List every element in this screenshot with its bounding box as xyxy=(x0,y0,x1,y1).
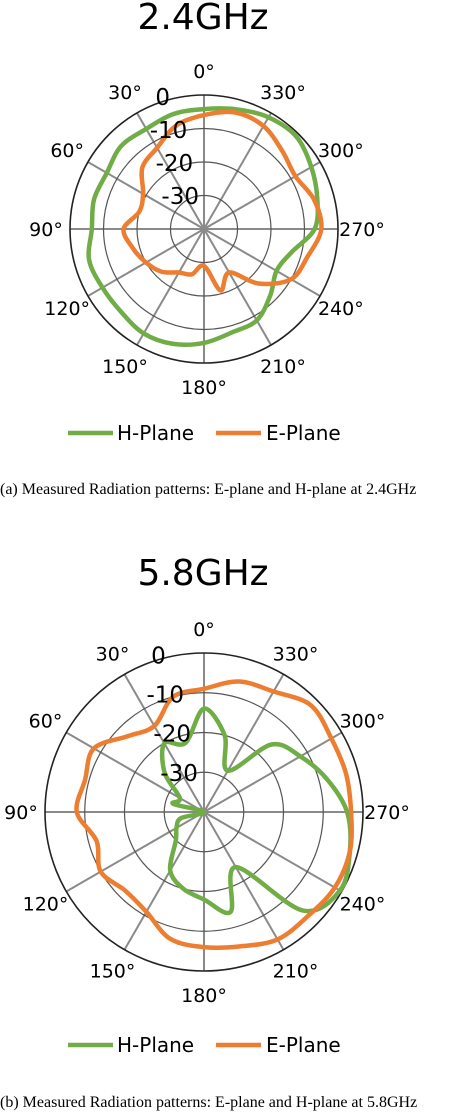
caption: (b) Measured Radiation patterns: E-plane… xyxy=(0,1094,417,1111)
outer-ring xyxy=(69,94,339,364)
radial-tick-label: 0 xyxy=(155,85,170,111)
polar-traces xyxy=(74,679,354,951)
angle-tick-label: 60° xyxy=(29,711,63,733)
radial-tick-label: 0 xyxy=(151,643,166,669)
angle-tick-label: 180° xyxy=(181,985,227,1007)
series-e-plane xyxy=(74,679,354,951)
angle-tick-label: 90° xyxy=(4,802,38,824)
radial-tick-label: -30 xyxy=(161,184,199,210)
angle-tick-label: 330° xyxy=(273,644,319,666)
polar-labels: 0° 30° 60° 90° 120° 150° 180° 210° 240° 270° 300° 3… xyxy=(29,61,385,399)
angle-tick-label: 180° xyxy=(181,377,227,399)
angle-tick-label: 210° xyxy=(273,960,319,982)
outer-ring xyxy=(44,652,364,972)
radial-tick-label: -20 xyxy=(156,151,194,177)
grid-ring xyxy=(136,161,272,297)
angle-tick-label: 30° xyxy=(108,82,142,104)
legend: H-Plane E-Plane xyxy=(68,1033,341,1057)
angle-tick-label: 240° xyxy=(340,894,386,916)
angle-tick-label: 270° xyxy=(339,219,385,241)
series-e-plane xyxy=(121,109,324,293)
angle-tick-label: 210° xyxy=(260,356,306,378)
grid-ring xyxy=(84,692,324,932)
series-h-plane xyxy=(159,706,353,916)
panel-b: 5.8GHz 0° 30° 60° 90° 120° 150° 180° 210° 240° 27… xyxy=(0,553,417,1111)
polar-labels: 0° 30° 60° 90° 120° 150° 180° 210° 240° 270° 300° 3… xyxy=(4,619,410,1007)
caption: (a) Measured Radiation patterns: E-plane… xyxy=(0,481,416,498)
chart-title: 5.8GHz xyxy=(137,553,268,594)
legend-label-e-plane: E-Plane xyxy=(266,1033,341,1057)
angle-tick-label: 300° xyxy=(340,711,386,733)
angle-tick-label: 300° xyxy=(318,140,364,162)
chart-title: 2.4GHz xyxy=(137,0,268,38)
grid-ring xyxy=(169,194,239,264)
angle-tick-label: 150° xyxy=(90,960,136,982)
legend-label-h-plane: H-Plane xyxy=(117,421,194,445)
angle-tick-label: 270° xyxy=(364,802,410,824)
angle-tick-label: 330° xyxy=(260,82,306,104)
angle-tick-label: 30° xyxy=(96,644,130,666)
legend-label-e-plane: E-Plane xyxy=(266,421,341,445)
angle-tick-label: 0° xyxy=(193,619,215,641)
angle-tick-label: 120° xyxy=(44,298,90,320)
polar-grid xyxy=(44,652,364,972)
angle-tick-label: 150° xyxy=(102,356,148,378)
grid-ring xyxy=(123,731,285,893)
polar-traces xyxy=(86,106,324,347)
angle-tick-label: 90° xyxy=(29,219,63,241)
angle-tick-label: 60° xyxy=(50,140,84,162)
grid-ring xyxy=(163,771,245,853)
angle-tick-label: 120° xyxy=(23,894,69,916)
grid-ring xyxy=(102,127,306,331)
legend: H-Plane E-Plane xyxy=(68,421,341,445)
radial-tick-label: -10 xyxy=(150,118,188,144)
radial-tick-label: -20 xyxy=(153,722,191,748)
legend-label-h-plane: H-Plane xyxy=(117,1033,194,1057)
angle-tick-label: 240° xyxy=(318,298,364,320)
radial-tick-label: -10 xyxy=(147,683,185,709)
angle-tick-label: 0° xyxy=(193,61,215,83)
series-h-plane xyxy=(86,106,321,347)
panel-a: 2.4GHz 0° 30° 60° 90° 120° 150° 180° 210° 240° 27… xyxy=(0,0,416,498)
radial-tick-label: -30 xyxy=(160,761,198,787)
